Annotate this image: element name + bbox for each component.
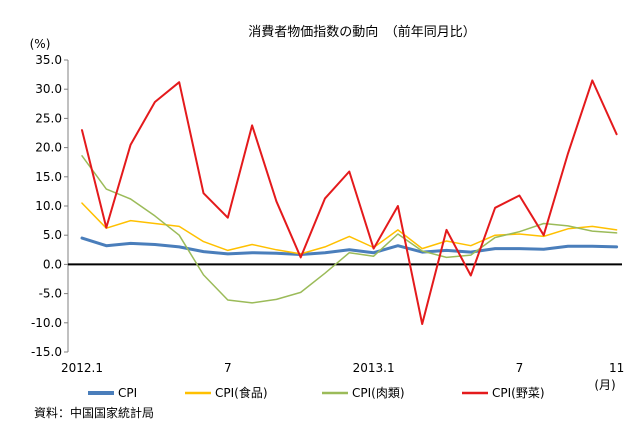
x-tick-label: 7 xyxy=(516,361,524,375)
legend-label: CPI(肉類) xyxy=(352,386,405,400)
x-axis: 2012.1 7 2013.1 7 11 xyxy=(61,263,624,375)
series-line xyxy=(81,155,618,304)
legend-label: CPI(野菜) xyxy=(492,386,545,400)
y-tick-label: 0.0 xyxy=(43,257,62,271)
chart-title: 消費者物価指数の動向 （前年同月比） xyxy=(248,24,476,40)
y-tick-label: 15.0 xyxy=(35,170,62,184)
y-tick-label: 30.0 xyxy=(35,82,62,96)
series-line xyxy=(81,202,618,255)
source-note: 資料：中国国家統計局 xyxy=(34,405,154,420)
y-tick-label: 20.0 xyxy=(35,141,62,155)
y-tick-label: -5.0 xyxy=(39,287,62,301)
y-tick-label: 5.0 xyxy=(43,228,62,242)
y-tick-label: 35.0 xyxy=(35,53,62,67)
series-line xyxy=(80,236,619,256)
y-tick-label: -15.0 xyxy=(31,345,62,359)
x-tick-label: 7 xyxy=(224,361,232,375)
y-axis-unit: (%) xyxy=(30,37,51,51)
series-layer xyxy=(80,79,619,325)
y-axis: 35.0 30.0 25.0 20.0 15.0 10.0 5.0 0.0 -5.0 -10.0 -… xyxy=(31,53,69,359)
x-tick-label: 2013.1 xyxy=(353,361,395,375)
series-line xyxy=(81,79,618,325)
y-tick-label: 10.0 xyxy=(35,199,62,213)
y-tick-label: -10.0 xyxy=(31,316,62,330)
x-tick-label: 11 xyxy=(609,361,624,375)
legend-label: CPI(食品) xyxy=(215,385,268,400)
legend: CPI CPI(食品) CPI(肉類) CPI(野菜) xyxy=(88,385,545,400)
y-tick-label: 25.0 xyxy=(35,111,62,125)
legend-label: CPI xyxy=(118,386,137,400)
x-axis-unit: (月) xyxy=(594,378,615,392)
x-tick-label: 2012.1 xyxy=(61,361,103,375)
